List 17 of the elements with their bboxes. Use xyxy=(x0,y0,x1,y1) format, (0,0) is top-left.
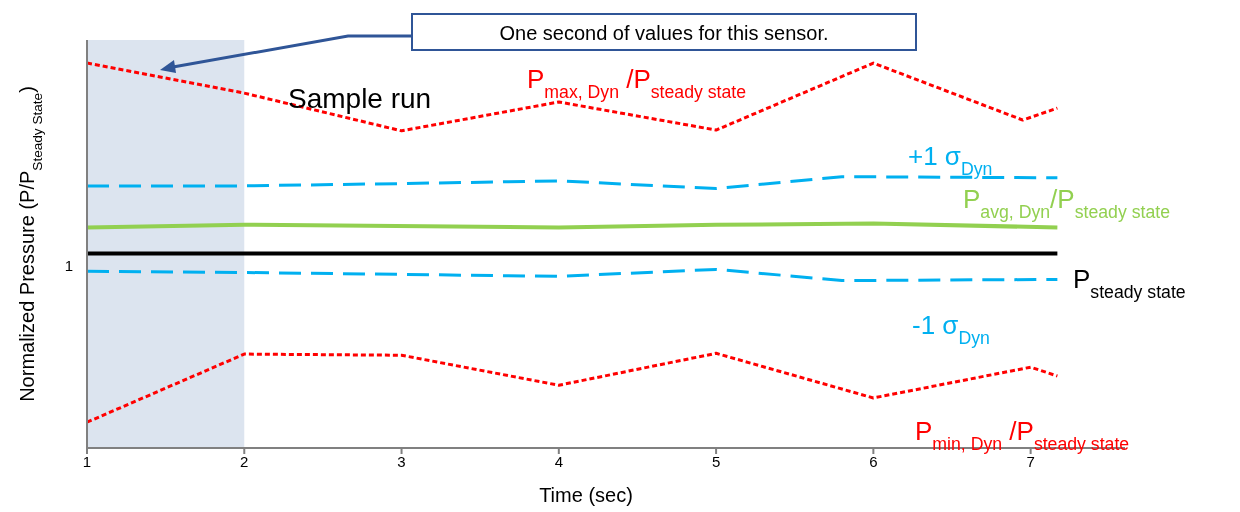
series-label: +1 σ$_{Dyn}$ xyxy=(908,141,993,179)
x-tick-label: 5 xyxy=(711,452,721,470)
series-label: P$_{min, Dyn}$ /P$_{steady state}$ xyxy=(915,416,1130,454)
x-tick-label: 1 xyxy=(82,452,92,470)
x-axis-title: Time (sec) xyxy=(539,484,633,506)
x-tick-label: 3 xyxy=(397,452,406,470)
series-label: P$_{steady state}$ xyxy=(1073,264,1186,302)
annotation: Sample run xyxy=(288,83,432,114)
x-tick-label: 2 xyxy=(240,452,249,470)
x-tick-label: 6 xyxy=(869,452,878,470)
x-tick-label: 4 xyxy=(554,452,563,470)
series-label: -1 σ$_{Dyn}$ xyxy=(912,310,990,348)
text: One second of values for this sensor. xyxy=(499,22,829,44)
text: 1 xyxy=(64,256,73,274)
series-label: P$_{avg, Dyn}$/P$_{steady state}$ xyxy=(963,184,1171,222)
x-tick-label: 7 xyxy=(1026,452,1035,470)
series-label: P$_{max, Dyn}$ /P$_{steady state}$ xyxy=(527,64,747,102)
